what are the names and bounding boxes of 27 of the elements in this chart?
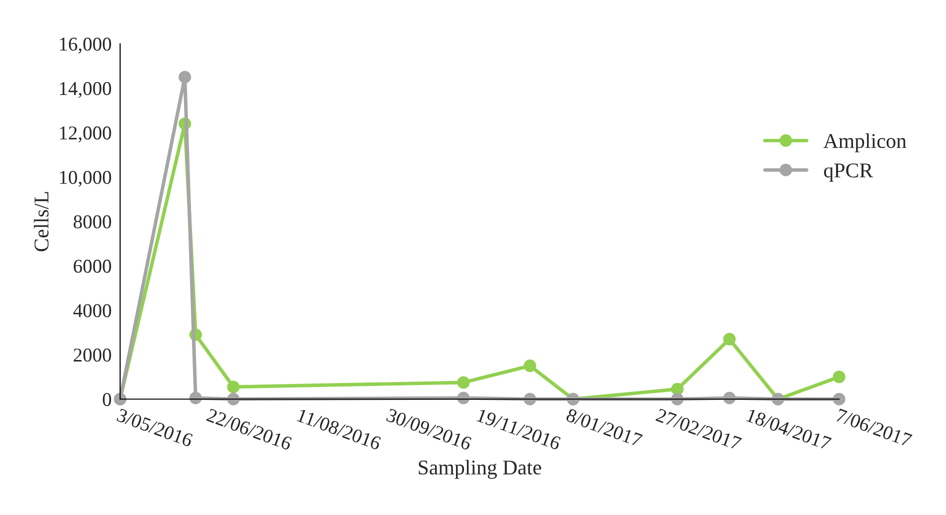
point <box>832 392 846 406</box>
y-tick-label: 12,000 <box>60 126 112 142</box>
y-tick-label: 14,000 <box>60 82 112 98</box>
point <box>524 392 536 406</box>
y-tick-label: 0 <box>102 392 112 406</box>
point <box>671 392 684 406</box>
point <box>227 380 240 394</box>
point <box>671 382 684 396</box>
point <box>832 370 846 384</box>
point <box>457 376 470 389</box>
y-tick-label: 4000 <box>73 304 112 318</box>
point <box>189 392 202 404</box>
y-axis-title: Cells/L <box>34 192 49 252</box>
y-tick-label: 16,000 <box>60 38 112 54</box>
point <box>723 392 736 404</box>
y-tick-label: 6000 <box>74 260 112 273</box>
point <box>524 360 536 372</box>
legend-label: Amplicon <box>824 133 906 152</box>
y-tick-label: 10,000 <box>60 170 112 187</box>
point <box>457 392 470 404</box>
point <box>227 392 240 406</box>
y-tick-label: 2000 <box>74 348 112 362</box>
point <box>723 332 736 346</box>
x-axis-title: Sampling Date <box>418 460 542 479</box>
point <box>178 70 192 84</box>
legend-label: qPCR <box>824 163 874 182</box>
y-tick-label: 8000 <box>74 215 112 228</box>
